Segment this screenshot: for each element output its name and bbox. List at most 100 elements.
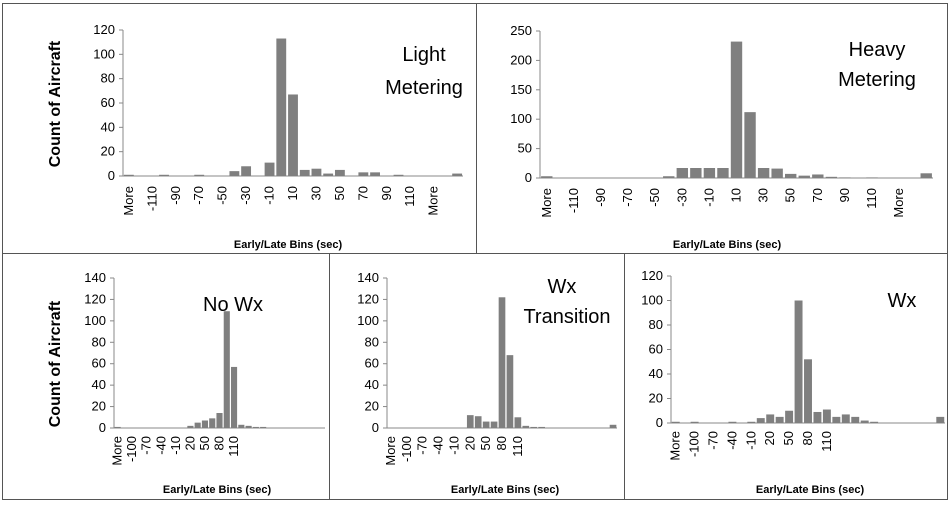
bar bbox=[920, 173, 932, 178]
x-tick-label: More bbox=[539, 188, 554, 218]
y-tick-label: 100 bbox=[84, 313, 106, 328]
bar bbox=[785, 173, 797, 178]
panel-annotation: Heavy bbox=[849, 39, 906, 61]
y-tick-label: 80 bbox=[365, 334, 379, 349]
bar bbox=[690, 421, 699, 423]
bar bbox=[201, 420, 209, 428]
x-tick-label: 70 bbox=[355, 186, 370, 200]
x-tick-label: 50 bbox=[781, 431, 796, 445]
y-tick-label: 80 bbox=[92, 334, 106, 349]
x-tick-label: -70 bbox=[620, 188, 635, 207]
x-tick-label: 80 bbox=[494, 436, 509, 450]
bar bbox=[730, 41, 743, 178]
y-tick-label: 60 bbox=[365, 356, 379, 371]
bar bbox=[334, 169, 345, 176]
x-tick-label: -50 bbox=[647, 188, 662, 207]
x-tick-label: -100 bbox=[687, 431, 702, 457]
bar bbox=[241, 166, 252, 176]
x-tick-label: More bbox=[891, 188, 906, 218]
x-tick-label: -10 bbox=[743, 431, 758, 450]
bar bbox=[851, 416, 860, 423]
bar bbox=[756, 418, 765, 423]
bar bbox=[264, 162, 275, 176]
x-tick-label: 20 bbox=[762, 431, 777, 445]
bar bbox=[123, 174, 134, 176]
bar bbox=[393, 174, 404, 176]
bar bbox=[839, 177, 851, 178]
bar bbox=[813, 411, 822, 423]
x-tick-label: 50 bbox=[478, 436, 493, 450]
y-tick-label: 60 bbox=[649, 342, 663, 357]
x-tick-label: 30 bbox=[308, 186, 323, 200]
bar bbox=[276, 38, 287, 177]
bar bbox=[804, 359, 812, 423]
panel-annotation: Metering bbox=[385, 77, 463, 99]
y-tick-label: 0 bbox=[372, 420, 379, 435]
x-tick-label: 110 bbox=[819, 431, 834, 452]
bar bbox=[245, 425, 252, 428]
x-tick-label: 50 bbox=[197, 436, 212, 450]
y-tick-label: 20 bbox=[101, 144, 115, 159]
heavy-metering-chart: 0 50 100 150 200 250 More -110 -90 -70 -50 -30 -10 10… bbox=[510, 23, 933, 251]
bar bbox=[541, 176, 553, 178]
y-tick-label: 120 bbox=[93, 22, 115, 37]
x-tick-label: 20 bbox=[182, 436, 197, 450]
x-tick-label: 50 bbox=[332, 186, 347, 200]
bar bbox=[609, 424, 617, 428]
x-tick-label: -100 bbox=[399, 436, 414, 462]
y-tick-label: 40 bbox=[649, 366, 663, 381]
bar bbox=[482, 421, 490, 428]
y-tick-label: 80 bbox=[649, 317, 663, 332]
x-tick-label: 10 bbox=[285, 186, 300, 200]
x-axis-label: Early/Late Bins (sec) bbox=[163, 484, 272, 496]
bar bbox=[223, 311, 230, 428]
x-tick-label: -70 bbox=[415, 436, 430, 455]
bar bbox=[841, 414, 850, 423]
heavy-metering-panel: 0 50 100 150 200 250 More -110 -90 -70 -50 -30 -10 10… bbox=[476, 3, 948, 254]
bar bbox=[194, 422, 201, 428]
y-tick-label: 0 bbox=[525, 170, 532, 185]
y-tick-label: 0 bbox=[108, 168, 115, 183]
bar bbox=[538, 426, 545, 428]
bar bbox=[663, 176, 675, 178]
x-tick-label: 80 bbox=[212, 436, 227, 450]
y-tick-label: 60 bbox=[92, 356, 106, 371]
x-tick-label: -10 bbox=[701, 188, 716, 207]
bar bbox=[757, 168, 770, 178]
bar bbox=[474, 416, 482, 428]
panel-annotation: Light bbox=[402, 44, 446, 66]
bar bbox=[530, 426, 538, 428]
x-tick-label: 90 bbox=[837, 188, 852, 202]
bar bbox=[230, 366, 238, 428]
y-tick-label: 200 bbox=[510, 52, 532, 67]
bar bbox=[238, 424, 245, 428]
bar bbox=[514, 417, 522, 428]
bar bbox=[159, 174, 169, 176]
x-tick-label: 110 bbox=[864, 188, 879, 209]
bar bbox=[717, 168, 729, 178]
x-tick-label: -10 bbox=[262, 186, 277, 205]
y-tick-label: 140 bbox=[357, 270, 379, 285]
y-tick-label: 120 bbox=[357, 291, 379, 306]
panel-annotation: Transition bbox=[523, 306, 610, 328]
x-tick-label: -40 bbox=[724, 431, 739, 450]
bar bbox=[671, 421, 680, 423]
bar bbox=[870, 421, 879, 423]
bar bbox=[114, 426, 121, 428]
bar bbox=[822, 409, 831, 423]
bar bbox=[728, 421, 737, 423]
bar bbox=[766, 414, 775, 423]
x-tick-label: -10 bbox=[168, 436, 183, 455]
bar bbox=[323, 173, 334, 176]
bar bbox=[860, 420, 869, 423]
bar bbox=[866, 177, 878, 178]
y-tick-label: 140 bbox=[84, 270, 106, 285]
x-tick-label: -40 bbox=[153, 436, 168, 455]
panel-annotation: Wx bbox=[548, 276, 577, 298]
bar bbox=[311, 168, 322, 176]
x-tick-label: -70 bbox=[191, 186, 206, 205]
bar bbox=[299, 169, 310, 176]
y-tick-label: 150 bbox=[510, 82, 532, 97]
y-tick-label: 60 bbox=[101, 95, 115, 110]
x-tick-label: More bbox=[121, 186, 136, 216]
